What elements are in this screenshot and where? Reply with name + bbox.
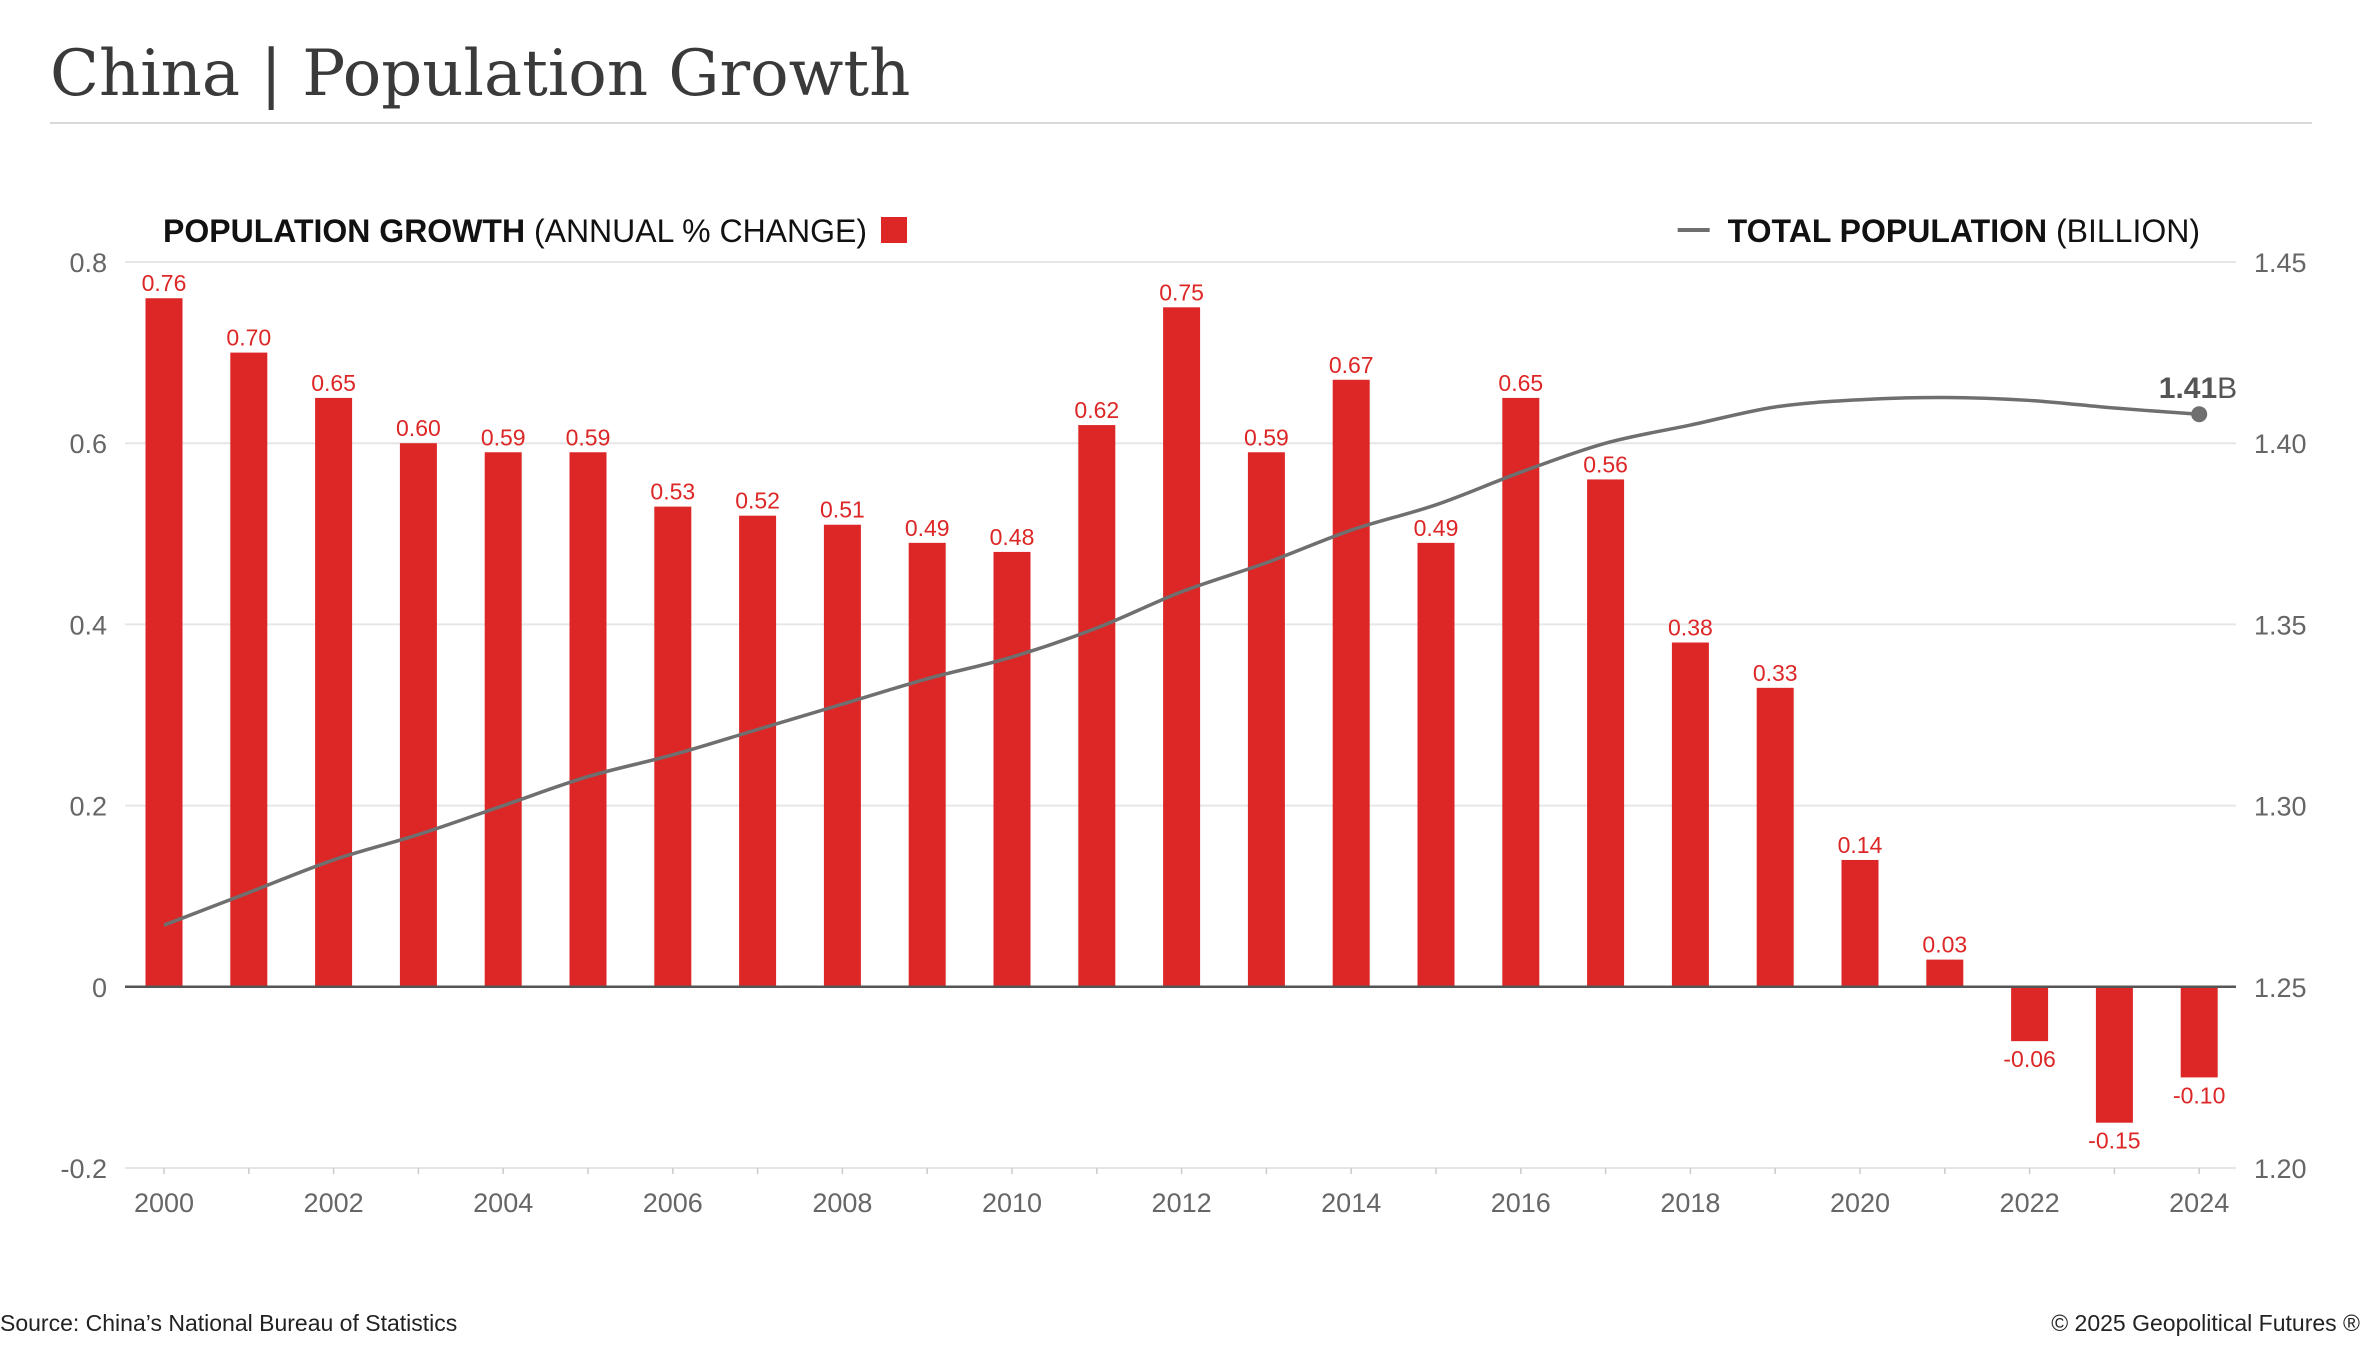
left-tick-label: 0 — [92, 973, 107, 1003]
x-tick-label: 2020 — [1830, 1188, 1890, 1218]
right-tick-label: 1.25 — [2254, 973, 2307, 1003]
left-tick-label: 0.4 — [69, 610, 107, 640]
x-tick-label: 2018 — [1660, 1188, 1720, 1218]
x-tick-label: 2024 — [2169, 1188, 2229, 1218]
bars — [145, 298, 2218, 1123]
right-tick-label: 1.30 — [2254, 792, 2307, 822]
bar-value-label: 0.76 — [142, 270, 187, 296]
bar-value-label: 0.49 — [905, 515, 950, 541]
bar-value-label: 0.14 — [1838, 832, 1883, 858]
bar-value-label: 0.56 — [1583, 451, 1628, 477]
data-labels: 0.76 0.70 0.65 0.60 0.59 0.59 0.53 0.52 0.51 0.49… — [142, 270, 2226, 1153]
bar — [2180, 986, 2218, 1078]
bar-value-label: 0.51 — [820, 497, 865, 523]
bar-value-label: 0.67 — [1329, 352, 1374, 378]
bar — [1247, 452, 1285, 987]
x-tick-label: 2000 — [134, 1188, 194, 1218]
bar-value-label: 0.48 — [990, 524, 1035, 550]
bar — [145, 298, 183, 987]
bar-value-label: 0.52 — [735, 488, 780, 514]
bar — [1841, 859, 1879, 987]
right-tick-label: 1.45 — [2254, 248, 2307, 278]
left-tick-label: 0.6 — [69, 429, 107, 459]
bar-value-label: 0.03 — [1922, 932, 1967, 958]
legend-population: TOTAL POPULATION (BILLION) — [1728, 213, 2200, 249]
x-tick-label: 2022 — [2000, 1188, 2060, 1218]
bar — [823, 524, 861, 987]
population-line-path — [163, 395, 2200, 927]
bar-value-label: 0.70 — [226, 325, 271, 351]
bar — [1502, 397, 1540, 987]
bar — [1078, 425, 1116, 987]
bar-value-label: 0.33 — [1753, 660, 1798, 686]
bar — [1926, 959, 1964, 987]
page-title: China | Population Growth — [50, 37, 911, 111]
legend-population-rest: (BILLION) — [2047, 213, 2200, 249]
bar — [2011, 986, 2049, 1042]
bar-value-label: 0.62 — [1074, 397, 1119, 423]
population-end-label: 1.41B — [2159, 372, 2237, 405]
population-end-unit: B — [2217, 372, 2237, 405]
bar — [484, 452, 522, 987]
x-tick-label: 2012 — [1152, 1188, 1212, 1218]
right-tick-label: 1.40 — [2254, 429, 2307, 459]
population-end-value: 1.41 — [2159, 372, 2217, 405]
bar — [2095, 986, 2133, 1123]
right-tick-label: 1.20 — [2254, 1154, 2307, 1184]
bar — [315, 397, 353, 987]
x-tick-label: 2002 — [304, 1188, 364, 1218]
x-tick-label: 2006 — [643, 1188, 703, 1218]
bar-value-label: 0.38 — [1668, 615, 1713, 641]
left-tick-label: 0.2 — [69, 792, 107, 822]
bar — [1587, 479, 1625, 987]
bar-value-label: -0.15 — [2088, 1128, 2140, 1154]
bar-value-label: 0.60 — [396, 415, 441, 441]
x-tick-label: 2014 — [1321, 1188, 1381, 1218]
bar — [1671, 642, 1709, 987]
x-tick-label: 2008 — [812, 1188, 872, 1218]
title-divider — [50, 122, 2312, 124]
x-tick-label: 2004 — [473, 1188, 533, 1218]
x-tick-label: 2010 — [982, 1188, 1042, 1218]
copyright-note: © 2025 Geopolitical Futures ® — [2051, 1310, 2360, 1336]
bar — [739, 515, 777, 987]
legend-growth-bold: POPULATION GROWTH — [163, 213, 525, 249]
bar-value-label: -0.10 — [2173, 1082, 2225, 1108]
bar — [654, 506, 692, 987]
bar-value-label: 0.49 — [1414, 515, 1459, 541]
legend-growth: POPULATION GROWTH (ANNUAL % CHANGE) — [163, 213, 867, 249]
bar — [908, 542, 946, 987]
population-line: 1.41B — [163, 372, 2237, 927]
left-tick-label: -0.2 — [60, 1154, 107, 1184]
axes: -0.2 0 0.2 0.4 0.6 0.8 1.20 1.25 1.30 1.35 1.40 1.4… — [60, 248, 2306, 1218]
legend-growth-swatch — [881, 217, 908, 243]
bar — [399, 443, 437, 987]
source-note: Source: China’s National Bureau of Stati… — [0, 1310, 458, 1336]
bar — [230, 352, 268, 987]
bar-value-label: 0.75 — [1159, 279, 1204, 305]
bar — [1417, 542, 1455, 987]
bar-value-label: 0.65 — [311, 370, 356, 396]
bar — [1332, 379, 1370, 987]
bar — [1163, 307, 1201, 987]
x-tick-label: 2016 — [1491, 1188, 1551, 1218]
bar — [993, 551, 1031, 987]
bar — [569, 452, 607, 987]
legend-growth-rest: (ANNUAL % CHANGE) — [525, 213, 867, 249]
bar-value-label: 0.59 — [481, 424, 526, 450]
bar-value-label: 0.65 — [1498, 370, 1543, 396]
bar-value-label: 0.59 — [1244, 424, 1289, 450]
bar-value-label: 0.53 — [650, 479, 695, 505]
legend-population-bold: TOTAL POPULATION — [1728, 213, 2047, 249]
bar-value-label: -0.06 — [2003, 1046, 2055, 1072]
bar — [1756, 687, 1794, 987]
population-end-marker — [2191, 406, 2208, 423]
legend: POPULATION GROWTH (ANNUAL % CHANGE) TOTA… — [163, 213, 2200, 249]
left-tick-label: 0.8 — [69, 248, 107, 278]
bar-value-label: 0.59 — [566, 424, 611, 450]
right-tick-label: 1.35 — [2254, 610, 2307, 640]
